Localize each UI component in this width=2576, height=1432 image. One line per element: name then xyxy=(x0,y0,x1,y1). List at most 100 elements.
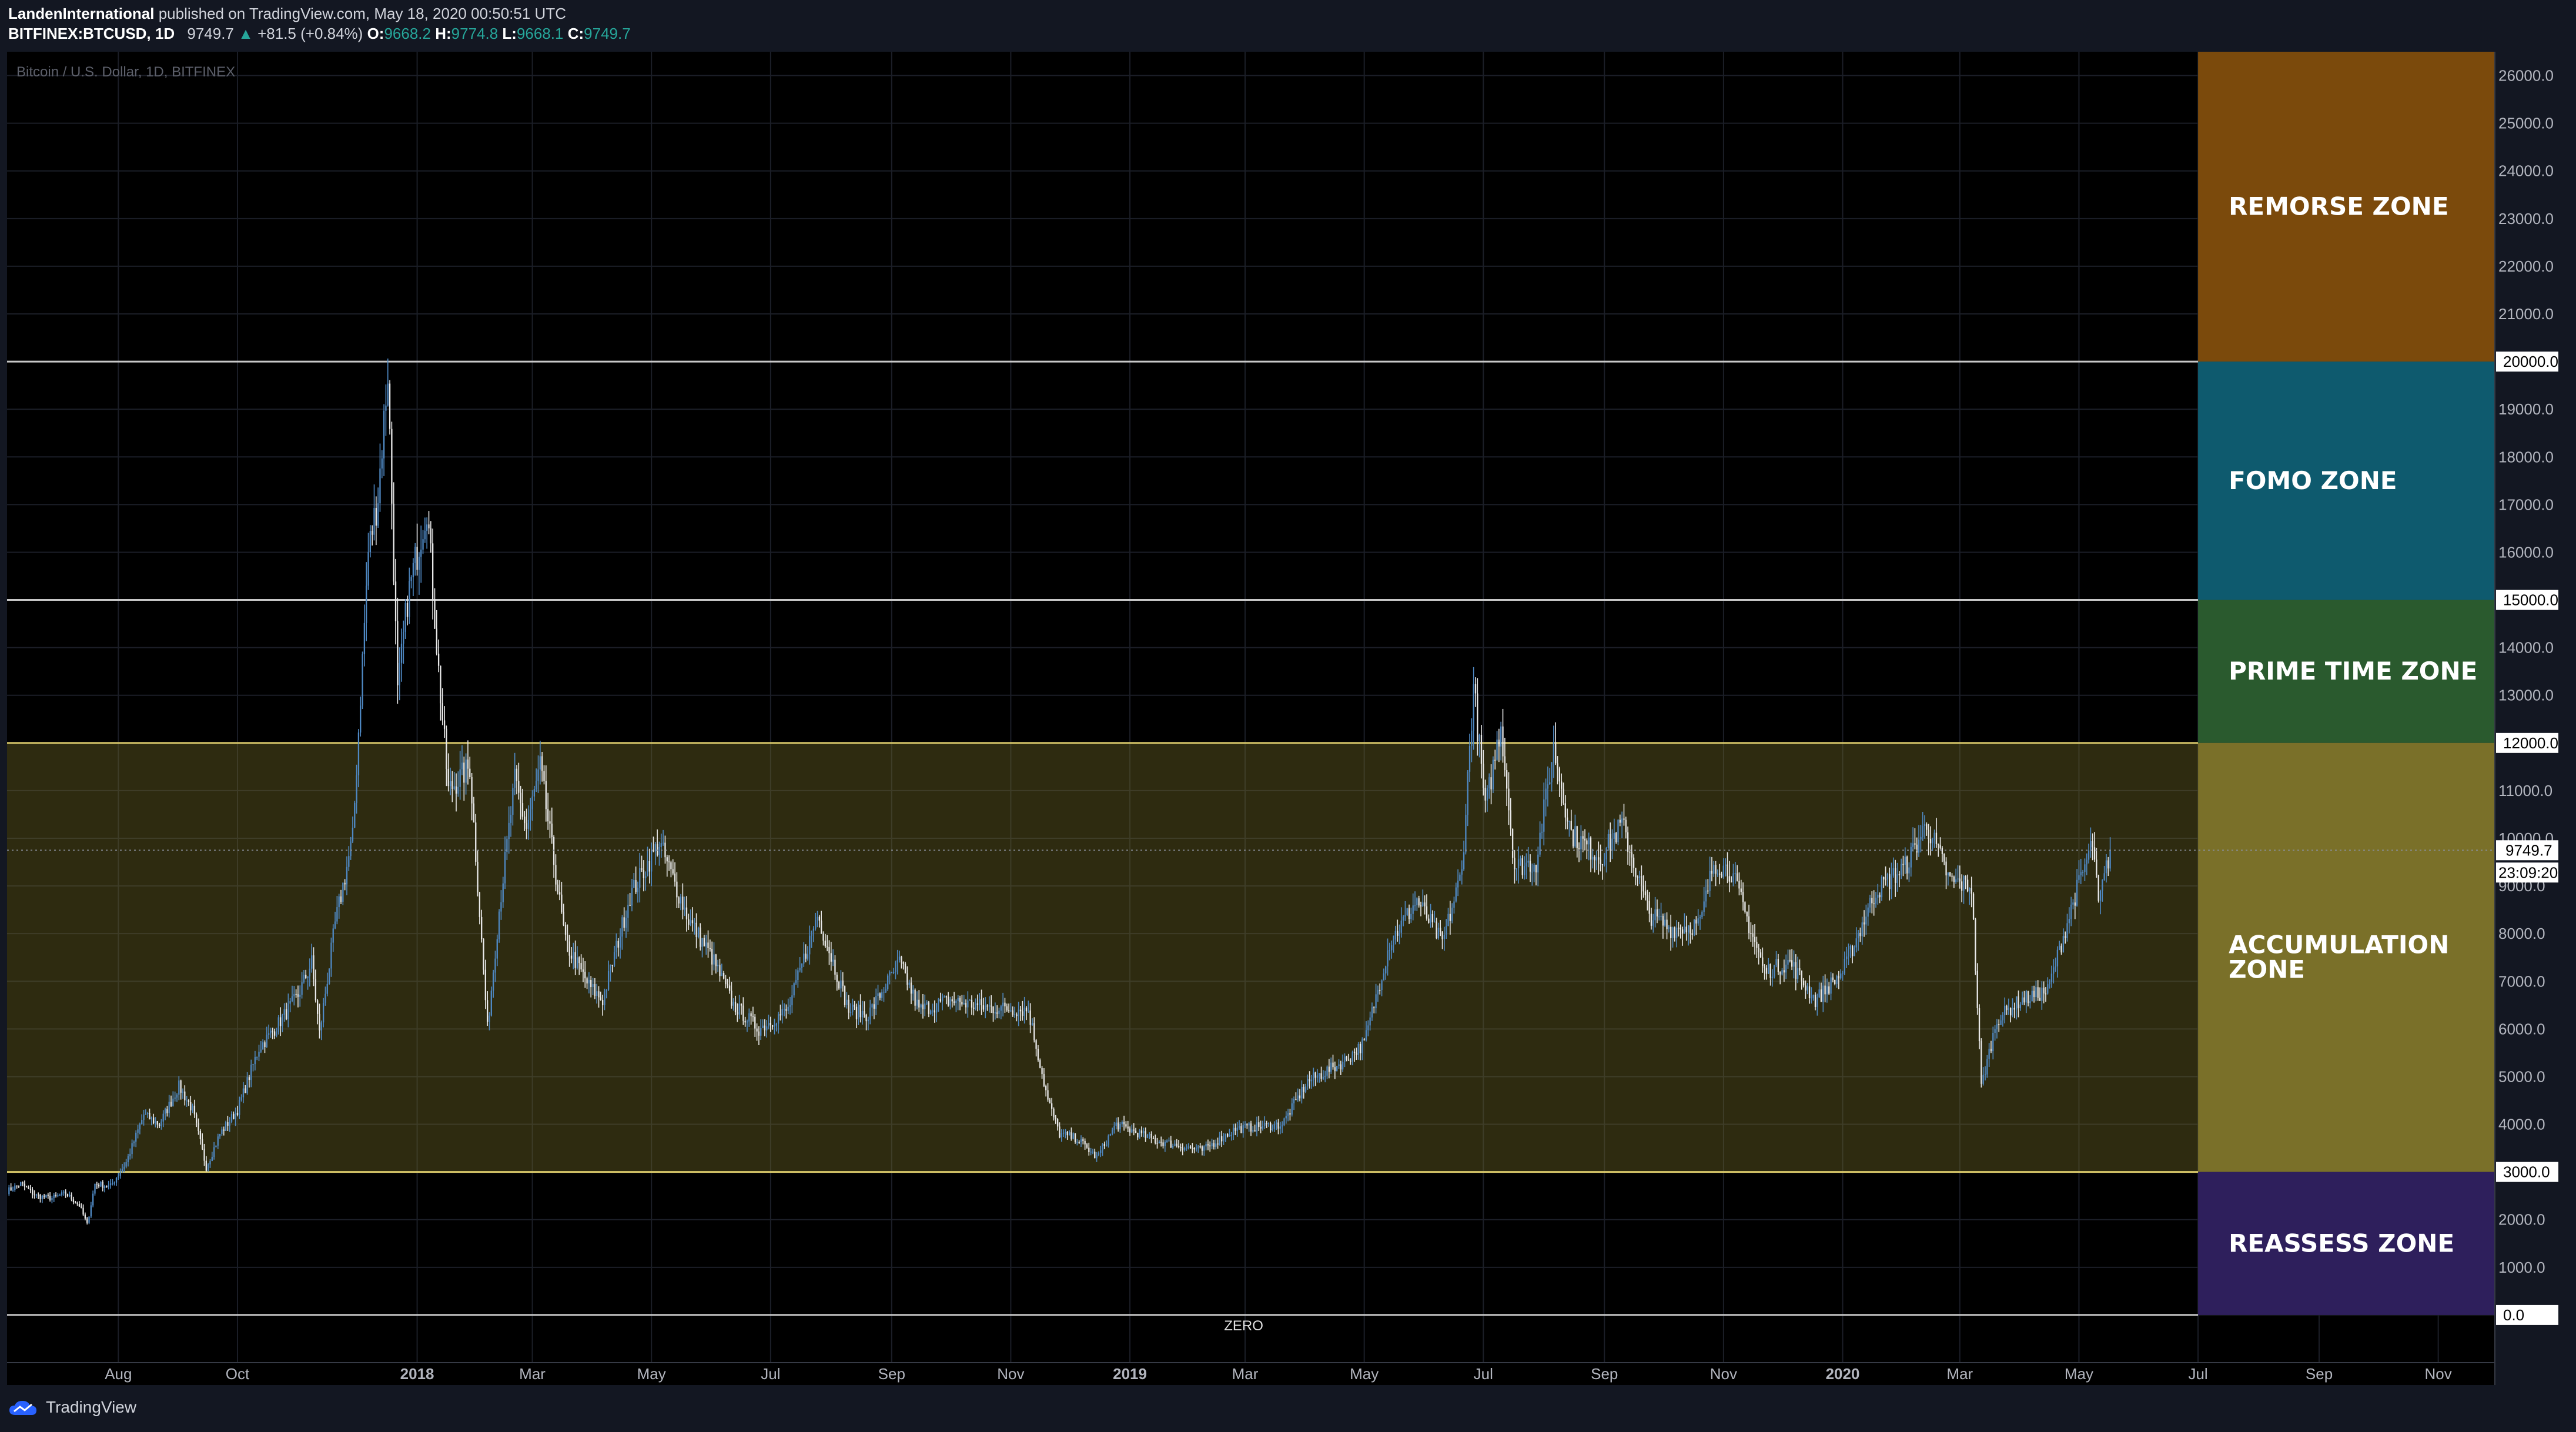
candle-body xyxy=(55,1195,57,1196)
candle-body xyxy=(582,969,584,972)
price-chart[interactable]: REMORSE ZONE FOMO ZONE PRIME TIME ZONE ACCU… xyxy=(0,49,2576,1385)
candle-body xyxy=(707,942,709,948)
candle-body xyxy=(1160,1142,1162,1143)
candle-body xyxy=(836,975,838,982)
candle-body xyxy=(1155,1138,1156,1143)
candle-body xyxy=(864,1011,865,1015)
time-axis[interactable]: Aug Oct 2018 Mar May Jul Sep Nov 2019 Mar May Jul Se… xyxy=(7,1362,2495,1383)
candle-body xyxy=(2109,850,2111,869)
candle-body xyxy=(524,817,526,824)
candle-body xyxy=(1357,1043,1359,1055)
candle-body xyxy=(918,999,920,1008)
candle-body xyxy=(455,786,457,794)
candle-body xyxy=(1193,1148,1195,1150)
candle-body xyxy=(1473,684,1474,731)
price-level-label: 12000.0 xyxy=(2503,734,2558,752)
candle-body xyxy=(1851,946,1854,956)
candle-body xyxy=(2018,996,2019,1009)
candle-body xyxy=(1467,771,1468,815)
candle-body xyxy=(1189,1146,1192,1148)
candle-body xyxy=(92,1193,94,1206)
candle-body xyxy=(674,873,676,882)
candle-body xyxy=(653,849,654,852)
candle-body xyxy=(818,916,821,921)
candle-body xyxy=(147,1112,149,1115)
candle-body xyxy=(815,920,817,929)
price-axis[interactable]: 26000.0 25000.0 24000.0 23000.0 22000.0 21000… xyxy=(2494,52,2558,1385)
candle-body xyxy=(28,1187,29,1189)
price-tick-label: 24000.0 xyxy=(2498,162,2554,180)
candle-body xyxy=(180,1080,182,1093)
candle-body xyxy=(1059,1126,1060,1137)
candle-body xyxy=(1929,838,1932,844)
candle-body xyxy=(1836,976,1838,984)
candle-body xyxy=(1174,1143,1176,1146)
candle-body xyxy=(1799,968,1801,971)
candle-body xyxy=(483,939,484,970)
candle-body xyxy=(617,941,619,948)
candle-body xyxy=(1103,1143,1106,1146)
candle-body xyxy=(2008,1008,2010,1011)
candle-body xyxy=(1457,881,1459,888)
time-tick-label: Mar xyxy=(1232,1365,1259,1383)
candle-body xyxy=(1668,926,1670,929)
candle-body xyxy=(1561,781,1563,789)
candle-body xyxy=(1875,898,1877,904)
candle-body xyxy=(1529,861,1531,872)
candle-body xyxy=(1551,762,1553,782)
candle-body xyxy=(1990,1049,1992,1052)
candle-body xyxy=(317,1000,319,1014)
candle-body xyxy=(1563,788,1564,804)
candle-body xyxy=(76,1203,78,1205)
candle-body xyxy=(81,1206,82,1208)
candle-body xyxy=(1652,920,1654,926)
candle-body xyxy=(1205,1144,1207,1147)
candle-body xyxy=(100,1182,102,1187)
candle-body xyxy=(1896,874,1898,883)
candle-body xyxy=(160,1121,162,1126)
candle-body xyxy=(750,1013,752,1016)
tradingview-logo[interactable]: TradingView xyxy=(8,1398,136,1417)
candle-body xyxy=(877,993,879,996)
author-name[interactable]: LandenInternational xyxy=(8,5,155,22)
candle-body xyxy=(709,948,711,949)
candle-body xyxy=(1436,921,1437,939)
candle-body xyxy=(1769,964,1771,978)
price-tick-label: 7000.0 xyxy=(2498,972,2545,990)
candle-body xyxy=(2012,1008,2013,1016)
candle-body xyxy=(754,1016,756,1029)
chart-header: LandenInternational published on Trading… xyxy=(0,0,2576,49)
candle-body xyxy=(490,991,492,1016)
candle-body xyxy=(1578,848,1580,849)
symbol-label[interactable]: BITFINEX:BTCUSD, 1D xyxy=(8,25,175,42)
candle-body xyxy=(1100,1150,1102,1153)
candle-body xyxy=(18,1186,20,1187)
candle-body xyxy=(373,508,375,535)
candle-body xyxy=(198,1122,199,1132)
cloud-icon xyxy=(9,1401,36,1415)
candle-body xyxy=(1013,1014,1016,1016)
candle-body xyxy=(635,879,637,892)
candle-body xyxy=(795,980,797,983)
candle-body xyxy=(176,1095,178,1098)
candle-body xyxy=(1041,1068,1043,1075)
candle-body xyxy=(1307,1079,1309,1087)
candle-body xyxy=(1635,868,1637,878)
candle-body xyxy=(41,1195,43,1199)
candle-body xyxy=(1514,858,1516,869)
candle-body xyxy=(209,1160,211,1165)
candle-body xyxy=(340,896,342,902)
candle-body xyxy=(420,549,422,557)
candle-body xyxy=(385,405,387,411)
candle-body xyxy=(1133,1129,1135,1131)
candle-body xyxy=(72,1199,75,1203)
time-tick-label: May xyxy=(2065,1365,2093,1383)
candle-body xyxy=(1662,915,1664,926)
candle-body xyxy=(2103,873,2105,880)
candle-body xyxy=(748,1013,750,1022)
candle-body xyxy=(1350,1060,1351,1062)
candle-body xyxy=(1431,914,1434,922)
candle-body xyxy=(1119,1123,1121,1130)
candle-body xyxy=(1604,859,1605,865)
candle-body xyxy=(2068,919,2070,924)
